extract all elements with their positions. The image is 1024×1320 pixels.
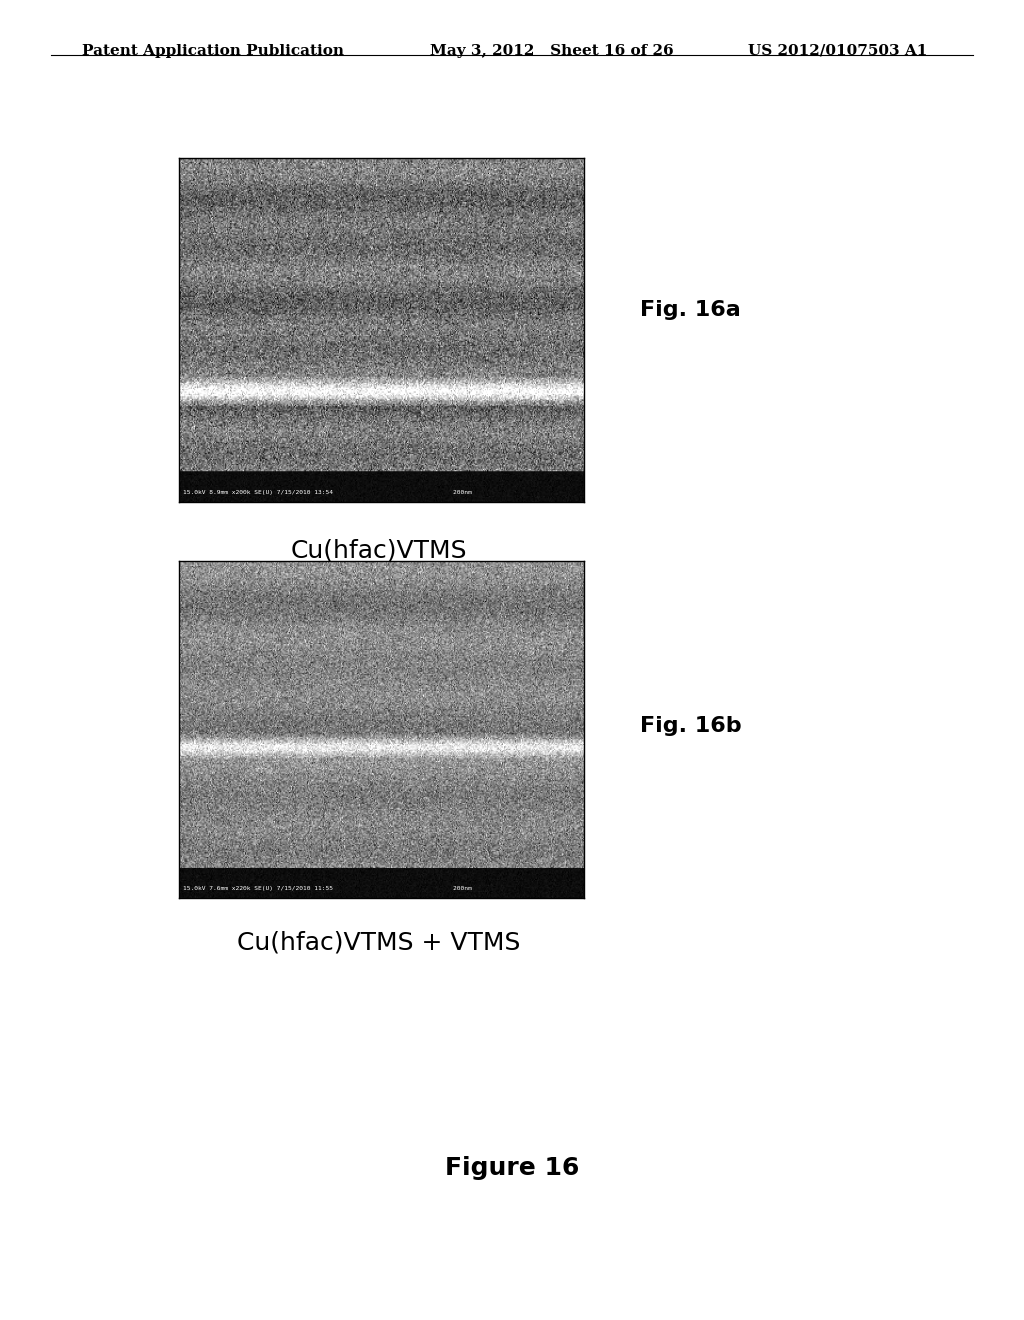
Text: Fig. 16a: Fig. 16a [640,300,740,321]
Text: Patent Application Publication: Patent Application Publication [82,44,344,58]
Text: Figure 16: Figure 16 [444,1156,580,1180]
Text: 15.0kV 7.6mm x220k SE(U) 7/15/2010 11:55                                200nm: 15.0kV 7.6mm x220k SE(U) 7/15/2010 11:55… [183,886,472,891]
Text: May 3, 2012   Sheet 16 of 26: May 3, 2012 Sheet 16 of 26 [430,44,674,58]
Text: 15.0kV 8.9mm x200k SE(U) 7/15/2010 13:54                                200nm: 15.0kV 8.9mm x200k SE(U) 7/15/2010 13:54… [183,490,472,495]
Text: US 2012/0107503 A1: US 2012/0107503 A1 [748,44,927,58]
Text: Cu(hfac)VTMS + VTMS: Cu(hfac)VTMS + VTMS [238,931,520,954]
Text: Cu(hfac)VTMS: Cu(hfac)VTMS [291,539,467,562]
Text: Fig. 16b: Fig. 16b [640,715,741,737]
